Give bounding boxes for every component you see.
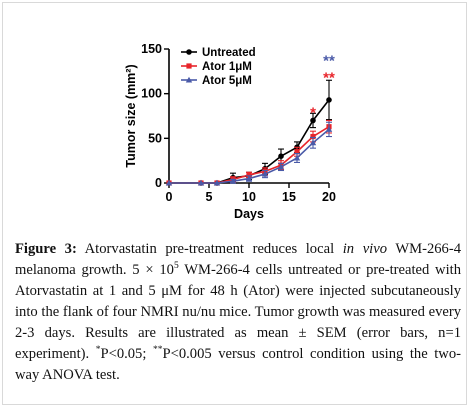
caption-label: Figure 3: <box>15 241 77 257</box>
caption-text-5: P<0.005 versus control condition using t… <box>15 346 461 383</box>
data-point-ator-5-m <box>165 179 173 186</box>
legend-label-untreated: Untreated <box>202 47 256 59</box>
x-tick-label: 5 <box>206 190 213 204</box>
y-tick-label: 150 <box>141 42 162 56</box>
legend-marker-untreated <box>186 49 192 55</box>
legend-label-ator-5-m: Ator 5μM <box>202 75 252 87</box>
data-point-ator-1-m <box>246 172 252 178</box>
data-point-ator-5-m <box>293 154 301 161</box>
caption-text-2: WM-266-4 melanoma growth. 5 × 10 <box>15 241 461 278</box>
x-tick-label: 15 <box>282 190 296 204</box>
data-point-untreated <box>326 97 332 103</box>
data-point-ator-5-m <box>277 163 285 170</box>
y-tick-label: 0 <box>155 176 162 190</box>
y-tick-label: 100 <box>141 87 162 101</box>
caption-italic: in vivo <box>342 241 387 257</box>
data-point-ator-5-m <box>309 139 317 146</box>
data-point-ator-5-m <box>197 179 205 186</box>
legend-marker-ator-5-m <box>185 76 193 83</box>
caption-sup-1: 5 <box>173 261 179 272</box>
significance-marker: * <box>310 105 316 122</box>
data-point-ator-5-m <box>325 126 333 132</box>
data-point-ator-5-m <box>229 177 237 184</box>
y-tick-label: 50 <box>148 131 162 145</box>
data-point-ator-5-m <box>213 179 221 186</box>
data-point-ator-1-m <box>294 149 300 155</box>
legend-marker-ator-1-m <box>186 63 192 69</box>
caption-text-4: P<0.05; <box>100 346 153 362</box>
significance-marker: ** <box>323 70 335 87</box>
data-point-ator-5-m <box>245 175 253 182</box>
data-point-ator-1-m <box>310 133 316 140</box>
x-axis-label: Days <box>234 207 264 221</box>
x-tick-label: 20 <box>322 190 336 204</box>
caption-text-1: Atorvastatin pre-treatment reduces local <box>76 241 343 257</box>
significance-marker: ** <box>323 53 335 70</box>
y-axis-label: Tumor size (mm²) <box>124 64 138 167</box>
x-tick-label: 0 <box>166 190 173 204</box>
data-point-untreated <box>278 153 284 159</box>
series-line-ator-5-m <box>169 128 330 184</box>
caption-sup-2: * <box>95 345 101 356</box>
caption-text-3: WM-266-4 cells untreated or pre-treated … <box>15 262 461 362</box>
figure-frame: 0 50 100 150 0 5 10 15 20 Days Tumor size (mm²) Unt… <box>2 2 467 405</box>
data-point-ator-5-m <box>261 170 269 177</box>
tumor-growth-chart: 0 50 100 150 0 5 10 15 20 Days Tumor size (mm²) Unt… <box>124 42 336 221</box>
caption-sup-3: ** <box>152 345 163 356</box>
data-point-untreated <box>310 117 316 124</box>
figure-caption: Figure 3: Atorvastatin pre-treatment red… <box>15 239 461 386</box>
legend-label-ator-1-m: Ator 1μM <box>202 61 252 73</box>
series-line-untreated <box>169 99 330 184</box>
x-tick-label: 10 <box>242 190 256 204</box>
